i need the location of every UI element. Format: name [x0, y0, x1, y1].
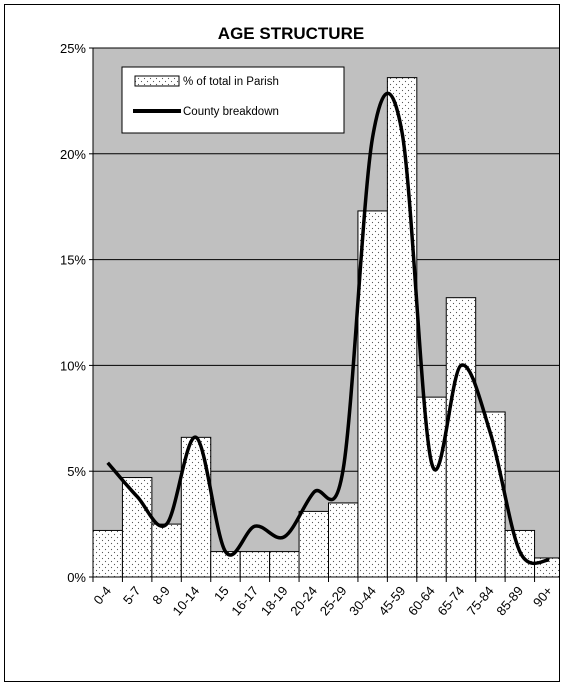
- parish-bar: [239, 551, 271, 578]
- y-tick-label: 10%: [60, 358, 86, 373]
- x-tick-labels: 0-4 5-7 8-910-14 1516-1718-1920-2425-2930-4…: [90, 583, 555, 618]
- x-tick-label: 65-74: [434, 583, 467, 618]
- parish-bar: [210, 551, 241, 578]
- parish-bar: [92, 529, 123, 578]
- x-tick-label: 15: [211, 583, 232, 604]
- y-tick-label: 0%: [67, 570, 86, 585]
- parish-bar: [269, 551, 300, 578]
- x-tick-label: 90+: [530, 583, 556, 610]
- parish-bar: [151, 523, 182, 578]
- x-tick-label: 85-89: [493, 583, 526, 618]
- y-tick-label: 20%: [60, 147, 86, 162]
- parish-bar: [328, 502, 359, 578]
- x-tick-label: 0-4: [90, 583, 114, 607]
- chart-frame: AGE STRUCTURE 0% 5% 10% 15% 20% 25% 0-4 5-7 8-9…: [4, 4, 560, 682]
- x-tick-label: 75-84: [464, 583, 497, 618]
- x-tick-label: 10-14: [169, 583, 202, 618]
- x-tick-label: 30-44: [346, 583, 379, 618]
- county-breakdown-line: [106, 91, 550, 565]
- x-tick-label: 16-17: [228, 583, 261, 618]
- parish-bar: [298, 510, 329, 578]
- axes: [89, 47, 559, 582]
- parish-bar: [386, 77, 418, 578]
- parish-bar: [445, 297, 477, 578]
- x-tick-label: 25-29: [317, 583, 350, 618]
- legend-bar-label: % of total in Parish: [183, 76, 279, 88]
- parish-bar: [357, 210, 388, 578]
- x-tick-label: 18-19: [258, 583, 291, 618]
- parish-bar: [475, 411, 506, 578]
- age-structure-chart: AGE STRUCTURE 0% 5% 10% 15% 20% 25% 0-4 5-7 8-9…: [60, 24, 559, 618]
- y-tick-label: 25%: [60, 41, 86, 56]
- chart-title: AGE STRUCTURE: [218, 24, 364, 43]
- x-tick-label: 60-64: [405, 583, 438, 618]
- parish-bar: [416, 396, 447, 578]
- x-tick-label: 45-59: [376, 583, 409, 618]
- x-tick-label: 5-7: [120, 583, 144, 607]
- y-tick-label: 5%: [67, 464, 86, 479]
- parish-bar: [121, 477, 153, 578]
- x-tick-label: 20-24: [287, 583, 320, 618]
- x-tick-label: 8-9: [149, 583, 173, 607]
- y-tick-label: 15%: [60, 253, 86, 268]
- y-tick-labels: 0% 5% 10% 15% 20% 25%: [60, 41, 86, 585]
- legend: % of total in Parish County breakdown: [121, 66, 345, 134]
- legend-line-label: County breakdown: [183, 106, 279, 118]
- legend-bar-swatch: [134, 75, 180, 87]
- county-line-layer: [106, 91, 550, 565]
